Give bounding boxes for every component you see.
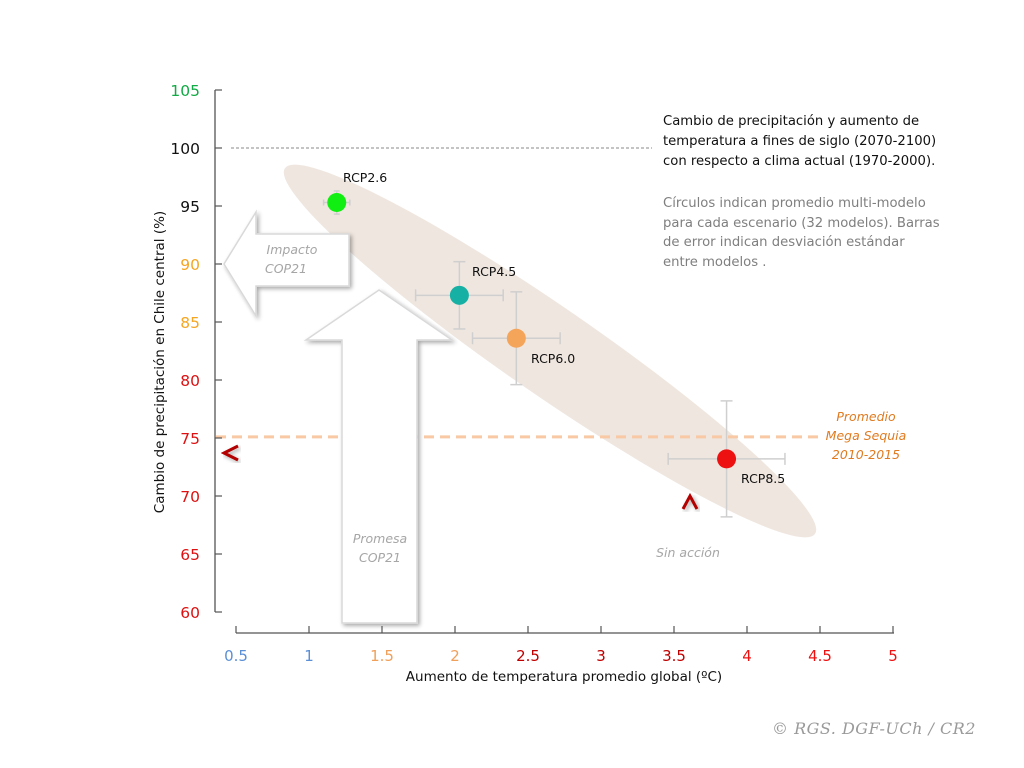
y-tick-label: 80 <box>180 372 200 390</box>
chart-note: Círculos indican promedio multi-modelo p… <box>663 194 983 272</box>
chart-title-line: temperatura a fines de siglo (2070-2100) <box>663 134 937 149</box>
y-tick-label: 85 <box>180 314 200 332</box>
x-tick-label: 1.5 <box>370 647 394 665</box>
point-label: RCP6.0 <box>531 351 575 366</box>
data-point <box>506 328 526 348</box>
mega-sequia-annotation: 2010-2015 <box>832 447 900 462</box>
chart-note-line: de error indican desviación estándar <box>663 235 905 250</box>
data-point <box>717 449 737 469</box>
y-axis-label: Cambio de precipitación en Chile central… <box>152 211 168 513</box>
x-tick-label: 3 <box>596 647 606 665</box>
x-tick-label: 0.5 <box>224 647 248 665</box>
chart-title-line: Cambio de precipitación y aumento de <box>663 114 920 129</box>
y-tick-label: 60 <box>180 604 200 622</box>
y-tick-label: 95 <box>180 198 200 216</box>
x-tick-label: 4 <box>742 647 752 665</box>
point-label: RCP8.5 <box>741 471 785 486</box>
x-tick-label: 4.5 <box>808 647 832 665</box>
y-tick-label: 75 <box>180 430 200 448</box>
uncertainty-ellipse <box>283 164 817 538</box>
credit-text: © RGS. DGF-UCh / CR2 <box>772 719 976 738</box>
promesa-annotation: COP21 <box>359 550 401 565</box>
sin-accion-arrow-head <box>681 492 699 510</box>
y-tick-label: 65 <box>180 546 200 564</box>
data-point <box>327 193 347 213</box>
y-tick-label: 90 <box>180 256 200 274</box>
x-tick-label: 2.5 <box>516 647 540 665</box>
y-tick-label: 105 <box>170 82 200 100</box>
x-tick-label: 2 <box>450 647 460 665</box>
y-tick-label: 70 <box>180 488 200 506</box>
promesa-annotation: Promesa <box>353 531 407 546</box>
x-tick-label: 5 <box>888 647 898 665</box>
mega-sequia-annotation: Mega Sequia <box>826 428 907 443</box>
chart-note-line: entre modelos . <box>663 254 767 270</box>
chart-title-line: con respecto a clima actual (1970-2000). <box>663 154 936 169</box>
sin-accion-annotation: Sin acción <box>656 545 720 560</box>
red-arrow-left-head <box>220 444 239 462</box>
promesa-arrow <box>303 289 455 624</box>
impacto-annotation: COP21 <box>265 261 307 276</box>
x-axis-label: Aumento de temperatura promedio global (… <box>406 669 722 685</box>
impacto-annotation: Impacto <box>267 242 318 257</box>
mega-sequia-annotation: Promedio <box>836 409 896 424</box>
data-point <box>449 285 469 305</box>
x-tick-label: 1 <box>304 647 314 665</box>
y-tick-label: 100 <box>170 140 200 158</box>
point-label: RCP2.6 <box>343 170 387 185</box>
point-label: RCP4.5 <box>472 264 516 279</box>
chart-note-line: para cada escenario (32 modelos). Barras <box>663 215 940 231</box>
chart-title: Cambio de precipitación y aumento de tem… <box>663 112 983 172</box>
impacto-arrow <box>223 209 350 319</box>
x-tick-label: 3.5 <box>662 647 686 665</box>
chart-note-line: Círculos indican promedio multi-modelo <box>663 196 926 211</box>
